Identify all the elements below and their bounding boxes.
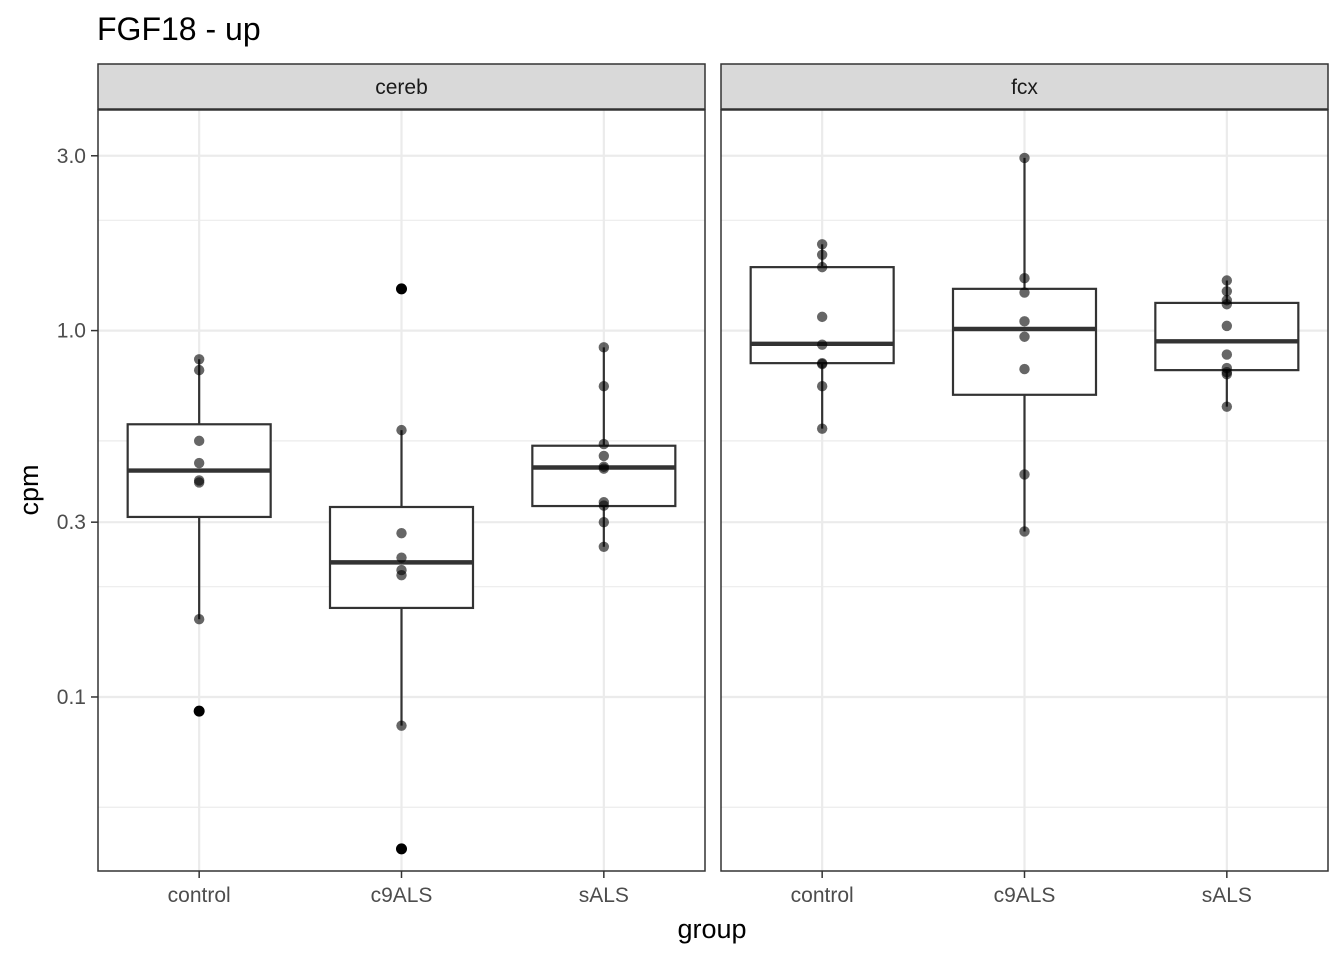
data-point [193,477,205,488]
strip-label: fcx [1011,76,1038,99]
data-point [816,358,828,370]
y-axis-title: cpm [14,464,44,515]
box-c9ALS [951,152,1098,537]
data-point [816,239,828,250]
data-point [1221,299,1233,310]
x-axis-title: group [677,914,746,944]
data-point [1019,363,1030,375]
panels: cereb control c9ALS sALS fcx control c9ALS sALS [97,63,1329,907]
x-tick-label: c9ALS [994,884,1056,907]
data-point [1221,401,1233,412]
data-point [1019,331,1030,342]
data-point [1221,369,1233,380]
data-point [598,342,610,353]
data-point [816,249,828,261]
data-point [193,364,205,376]
x-tick-label: sALS [579,884,629,907]
data-point [598,463,610,474]
panel-fcx: fcx control c9ALS sALS [720,63,1329,907]
strip-cereb [97,63,706,110]
data-point [816,423,828,434]
y-tick-label: 1.0 [57,320,86,343]
data-point [193,435,205,447]
data-point [193,354,205,365]
data-point [1019,287,1030,298]
data-point [598,438,610,450]
data-point [816,261,828,273]
data-point [396,569,407,581]
data-point [396,720,407,731]
data-point [816,381,828,392]
data-point [816,311,828,323]
data-point [193,705,205,717]
data-point [598,381,610,392]
chart-title: FGF18 - up [97,11,261,47]
panel-cereb: cereb control c9ALS sALS [97,63,706,907]
x-tick-label: control [168,884,231,907]
data-point [1221,320,1233,332]
box-c9ALS [328,283,475,855]
data-point [1019,272,1030,284]
box-sALS [1154,275,1300,412]
y-tick-label: 3.0 [57,145,86,168]
data-point [396,283,407,295]
data-point [598,450,610,462]
x-tick-label: control [791,884,854,907]
data-point [396,424,407,436]
y-tick-label: 0.1 [57,686,86,709]
data-point [816,339,828,350]
x-tick-label: c9ALS [371,884,433,907]
data-point [1019,526,1030,537]
strip-label: cereb [375,76,428,99]
data-point [1221,275,1233,286]
data-point [1019,316,1030,327]
y-tick-label: 0.3 [57,511,86,534]
data-point [193,457,205,469]
x-tick-label: sALS [1202,884,1252,907]
data-point [193,614,205,625]
y-axis: 0.1 0.3 1.0 3.0 [57,145,98,709]
strip-fcx [720,63,1329,110]
box-control [126,354,272,717]
data-point [396,843,407,855]
data-point [1221,286,1233,297]
iqr-box [1154,301,1300,372]
box-control [749,239,895,434]
data-point [1019,469,1030,480]
data-point [1019,152,1030,164]
box-sALS [531,342,677,552]
data-point [396,552,407,563]
data-point [1221,349,1233,360]
data-point [396,527,407,539]
data-point [598,500,610,511]
data-point [598,541,610,552]
data-point [598,516,610,528]
